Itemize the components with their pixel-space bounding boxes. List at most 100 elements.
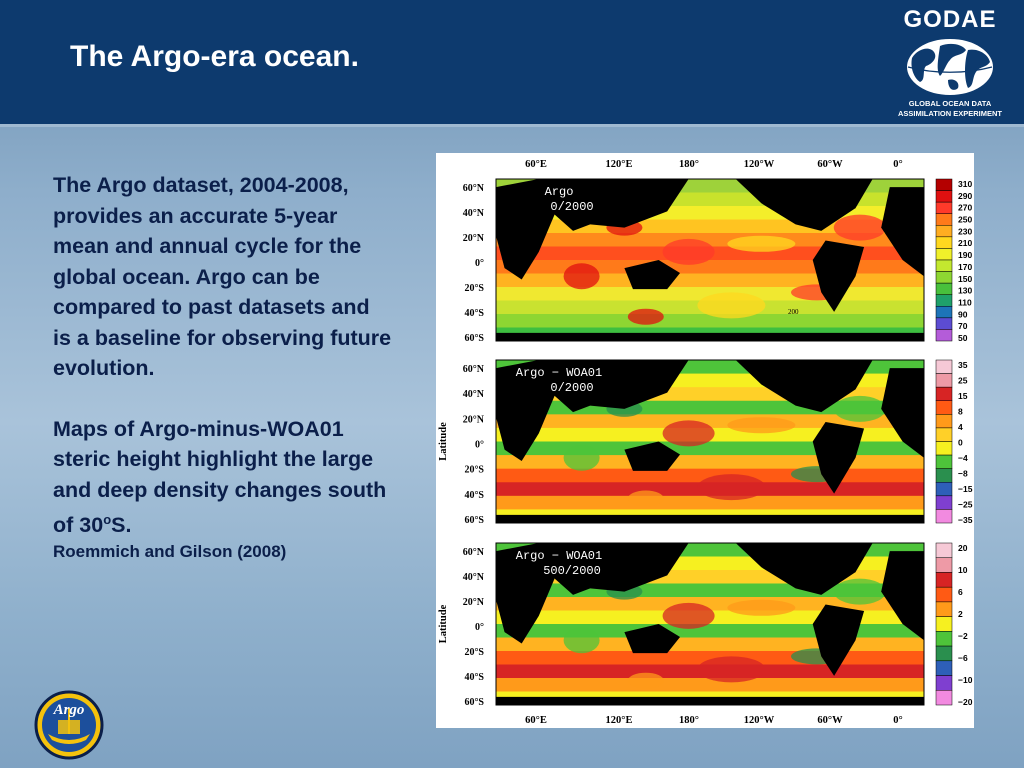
colorbar-swatch	[935, 586, 953, 603]
land-mask	[496, 332, 924, 341]
lat-label: 60°N	[463, 364, 485, 375]
lat-label: 40°S	[464, 672, 484, 683]
colorbar-tick-label: 210	[958, 238, 972, 248]
land-mask	[538, 360, 689, 413]
land-mask	[538, 543, 689, 595]
land-mask	[496, 514, 924, 523]
colorbar-swatch	[935, 329, 953, 342]
colorbar-swatch	[935, 225, 953, 238]
anomaly-blob	[662, 602, 715, 629]
lon-label-bottom: 180°	[679, 715, 699, 726]
argo-logo-label: Argo	[53, 702, 85, 718]
anomaly-blob	[627, 672, 664, 689]
colorbar-swatch	[935, 427, 953, 442]
argo-logo: Argo	[34, 690, 104, 765]
ocean-band	[496, 260, 924, 274]
lat-label: 20°N	[463, 233, 485, 244]
anomaly-blob	[833, 395, 886, 422]
ocean-band	[496, 495, 924, 510]
ocean-band	[496, 597, 924, 611]
land-mask	[735, 360, 873, 413]
ocean-band	[496, 678, 924, 692]
latitude-axis-label: Latitude	[438, 422, 449, 461]
colorbar-tick-label: 90	[958, 309, 968, 319]
ocean-band	[496, 314, 924, 328]
anomaly-blob	[727, 235, 796, 252]
lon-label-top: 60°W	[817, 159, 843, 170]
lon-label-bottom: 120°W	[744, 715, 775, 726]
map-panel-3	[496, 543, 924, 706]
colorbar-tick-label: 25	[958, 376, 968, 386]
land-mask	[881, 551, 924, 641]
map-panel-2	[496, 360, 924, 524]
colorbar-tick-label: −8	[958, 469, 968, 479]
globe-icon	[905, 37, 995, 97]
lat-label: 0°	[475, 258, 484, 269]
lat-label: 20°S	[464, 465, 484, 476]
colorbar-swatch	[935, 236, 953, 249]
lat-label: 60°N	[463, 183, 485, 194]
slide-header: The Argo-era ocean. GODAE GLOBAL OCEAN D…	[0, 0, 1024, 124]
colorbar-tick-label: −4	[958, 453, 968, 463]
colorbar-swatch	[935, 400, 953, 415]
colorbar-tick-label: 230	[958, 226, 972, 236]
panel-label: Argo − WOA01	[516, 549, 602, 563]
colorbar-swatch	[935, 509, 953, 524]
slide-title: The Argo-era ocean.	[70, 40, 359, 73]
land-mask	[881, 368, 924, 458]
land-mask	[624, 441, 681, 471]
colorbar-tick-label: 2	[958, 609, 963, 619]
lat-label: 60°S	[464, 515, 484, 526]
map-figure-canvas: 60°E 60°E 120°E 120°E 180° 180° 120°W 120°W 60°W…	[438, 159, 973, 726]
ocean-band	[496, 455, 924, 470]
land-mask	[735, 543, 873, 595]
colorbar-swatch	[935, 317, 953, 330]
map-panel-frame	[495, 359, 925, 524]
colorbar-swatch	[935, 306, 953, 319]
colorbar-tick-label: 130	[958, 286, 972, 296]
lon-label-top: 120°W	[744, 159, 775, 170]
lat-label: 0°	[475, 622, 484, 633]
colorbar-swatch	[935, 660, 953, 676]
colorbar-swatch	[935, 259, 953, 272]
colorbar-swatch	[935, 190, 953, 203]
colorbar-swatch	[935, 690, 953, 706]
lat-label: 40°N	[463, 572, 485, 583]
colorbar-tick-label: 8	[958, 407, 963, 417]
anomaly-blob	[627, 308, 664, 325]
anomaly-blob	[662, 238, 715, 265]
ocean-band	[496, 624, 924, 638]
colorbar-tick-label: 190	[958, 250, 972, 260]
anomaly-blob	[697, 656, 766, 683]
colorbar-swatch	[935, 248, 953, 261]
colorbar-swatch	[935, 631, 953, 647]
anomaly-blob	[727, 599, 796, 616]
colorbar-swatch	[935, 454, 953, 469]
colorbar-tick-label: 6	[958, 587, 963, 597]
lat-label: 60°S	[464, 333, 484, 344]
colorbar-tick-label: 10	[958, 565, 968, 575]
colorbar-swatch	[935, 572, 953, 588]
lat-label: 20°N	[463, 597, 485, 608]
lat-label: 40°N	[463, 208, 485, 219]
lon-label-top: 0°	[893, 159, 902, 170]
paragraph-2-end: S.	[111, 513, 132, 538]
colorbar-swatch	[935, 282, 953, 295]
lat-label: 40°N	[463, 389, 485, 400]
colorbar-tick-label: −15	[958, 484, 973, 494]
paragraph-2-text: Maps of Argo-minus-WOA01 steric height h…	[53, 416, 387, 538]
lon-label-bottom: 60°E	[525, 715, 547, 726]
paragraph-argo-dataset: The Argo dataset, 2004-2008, provides an…	[53, 173, 392, 380]
ocean-band	[496, 233, 924, 247]
colorbar-tick-label: 0	[958, 438, 963, 448]
lat-label: 40°S	[464, 308, 484, 319]
colorbar-tick-label: 310	[958, 179, 972, 189]
lat-label: 20°S	[464, 283, 484, 294]
colorbar-swatch	[935, 294, 953, 307]
godae-logo-subtitle-1: GLOBAL OCEAN DATA	[908, 99, 992, 108]
latitude-axis-label: Latitude	[438, 604, 449, 643]
contour-label: 200	[788, 308, 799, 316]
colorbar-swatch	[935, 441, 953, 456]
colorbar-tick-label: −35	[958, 515, 973, 525]
colorbar-tick-label: 290	[958, 191, 972, 201]
